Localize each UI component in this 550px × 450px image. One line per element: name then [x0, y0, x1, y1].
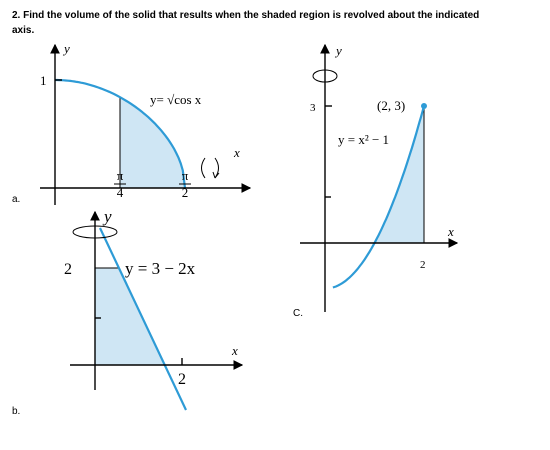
axis-label: x	[447, 224, 454, 239]
part-label: C.	[293, 308, 303, 319]
axis-label: y	[334, 43, 342, 58]
rotation-arrow	[212, 171, 220, 179]
axis-label: x	[231, 343, 238, 358]
point	[421, 103, 427, 109]
shaded-region	[373, 105, 425, 244]
point-label: (2, 3)	[377, 98, 405, 113]
part-label: a.	[12, 194, 20, 205]
graph-c: y 3 (2, 3) y = x² − 1 x 2 C.	[293, 43, 459, 319]
axis-label: x	[233, 145, 240, 160]
equation: y = 3 − 2x	[125, 259, 196, 278]
graph-a: y 1 y= √cos x x π 4 π 2 a.	[12, 41, 252, 205]
fraction-num: π	[182, 168, 189, 183]
axis-label: y	[62, 41, 70, 56]
fraction-den: 4	[117, 185, 124, 200]
tick-label: 3	[310, 102, 316, 114]
rotation-arrow	[72, 225, 118, 239]
part-label: b.	[12, 406, 20, 417]
fraction-num: π	[117, 168, 124, 183]
shaded-region	[94, 267, 166, 366]
curve	[55, 78, 187, 189]
fraction-den: 2	[182, 185, 189, 200]
line	[99, 227, 187, 411]
equation: y = x² − 1	[338, 132, 389, 147]
tick-label: 1	[40, 73, 47, 88]
question-line: axis.	[12, 25, 34, 36]
shaded-region	[119, 96, 186, 189]
axis-label: y	[102, 207, 112, 226]
tick-label: 2	[178, 371, 186, 388]
rotation-arrow	[201, 157, 219, 179]
tick-label: 2	[64, 261, 72, 278]
equation: y= √cos x	[150, 92, 202, 107]
rotation-arrow	[312, 69, 338, 83]
curve	[332, 105, 426, 289]
tick-label: 2	[420, 259, 426, 271]
question-line: 2. Find the volume of the solid that res…	[12, 10, 479, 21]
graph-b: y 2 y = 3 − 2x x 2 b.	[12, 207, 244, 417]
